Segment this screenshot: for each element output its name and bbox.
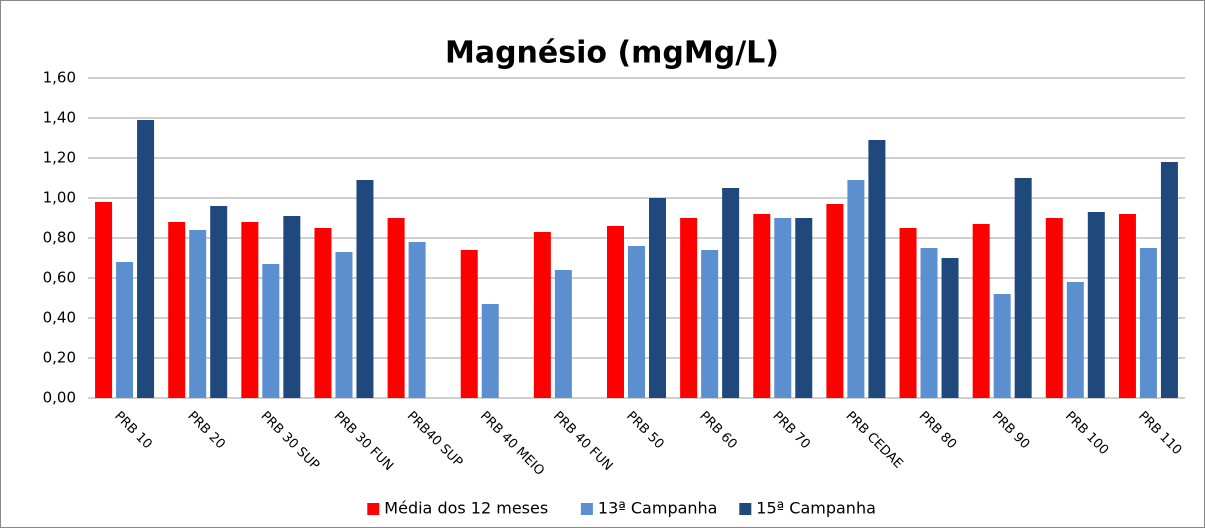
bar <box>1087 212 1105 398</box>
y-tick-label: 1,20 <box>43 149 76 167</box>
bar <box>283 216 301 398</box>
bar <box>481 304 499 398</box>
bar <box>649 198 666 398</box>
bar <box>774 218 792 398</box>
bar <box>941 258 959 398</box>
legend-swatch <box>739 503 752 515</box>
bar <box>868 140 886 398</box>
bar <box>387 218 405 398</box>
bar <box>554 270 572 398</box>
bar <box>533 232 551 398</box>
bar <box>116 262 134 398</box>
y-tick-label: 0,60 <box>43 269 76 287</box>
bar <box>262 264 280 398</box>
y-tick-label: 0,20 <box>43 349 76 367</box>
bar <box>314 228 332 398</box>
legend-label: 13ª Campanha <box>598 499 718 518</box>
bar <box>1118 214 1136 398</box>
bar <box>628 246 645 398</box>
bar <box>722 188 740 398</box>
bar <box>241 222 259 398</box>
legend-swatch <box>367 503 380 515</box>
bar <box>607 226 624 398</box>
bar <box>1066 282 1084 398</box>
bar <box>460 250 478 398</box>
bar <box>168 222 186 398</box>
bar <box>356 180 374 398</box>
bar <box>1014 178 1032 398</box>
legend-swatch <box>580 503 593 515</box>
bar <box>972 224 990 398</box>
chart-title: Magnésio (mgMg/L) <box>445 36 779 71</box>
bar <box>335 252 353 398</box>
y-tick-label: 0,80 <box>43 229 76 247</box>
bar <box>826 204 844 398</box>
bar <box>95 202 113 398</box>
legend-label: 15ª Campanha <box>756 499 876 518</box>
bar <box>1139 248 1157 398</box>
bar <box>1045 218 1063 398</box>
y-tick-label: 0,00 <box>43 389 76 407</box>
y-tick-label: 1,60 <box>43 69 76 87</box>
legend-label: Média dos 12 meses <box>384 499 548 518</box>
bar <box>189 230 207 398</box>
bar <box>408 242 426 398</box>
bar <box>1160 162 1178 398</box>
bar <box>701 250 719 398</box>
bar <box>899 228 917 398</box>
bar <box>753 214 771 398</box>
bar <box>137 120 155 398</box>
bar <box>993 294 1011 398</box>
y-tick-label: 1,40 <box>43 109 76 127</box>
y-tick-label: 1,00 <box>43 189 76 207</box>
bar <box>795 218 813 398</box>
bar <box>210 206 228 398</box>
bar <box>680 218 698 398</box>
bar <box>920 248 938 398</box>
y-tick-label: 0,40 <box>43 309 76 327</box>
bar <box>847 180 865 398</box>
